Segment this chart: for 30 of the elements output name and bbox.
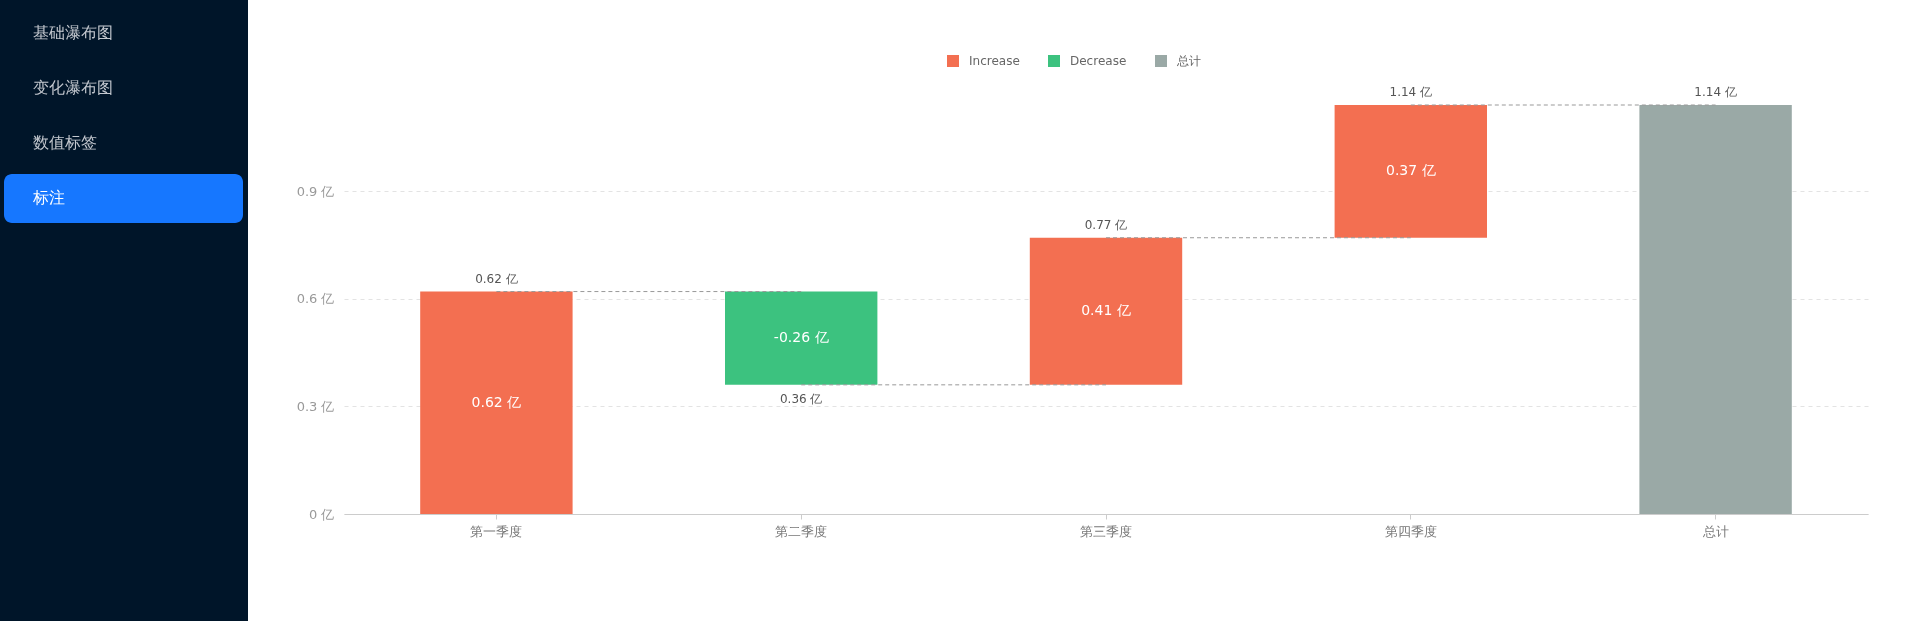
category-label: 标注 [32,188,65,207]
y-tick-label: 0.9 亿 [296,183,335,199]
data-label: 0.77 亿 [1084,217,1128,232]
x-tick-label: 第一季度 [470,523,523,539]
category-label: 数值标签 [33,133,97,152]
bar [420,291,573,514]
category-label: 变化瀑布图 [33,78,113,97]
data-label: 0.62 亿 [471,393,522,410]
bar [1029,237,1183,385]
bar [1639,105,1792,514]
y-tick-label: 0.3 亿 [296,398,335,414]
x-tick-label: 第二季度 [775,523,828,539]
x-tick-label: 总计 [1701,523,1729,539]
data-label: 0.36 亿 [779,391,823,406]
data-label: -0.26 亿 [773,329,829,346]
y-tick-label: 0 亿 [309,506,335,522]
category-label: 基础瀑布图 [33,23,113,42]
legend-label: Decrease [1070,54,1127,68]
bar [1334,105,1487,238]
legend-label: Increase [969,54,1020,68]
y-tick-label: 0.6 亿 [296,291,335,307]
bar [725,291,878,385]
data-label: 0.41 亿 [1081,302,1131,319]
legend-label: 总计 [1176,54,1201,68]
data-label: 0.62 亿 [475,271,518,286]
x-tick-label: 第三季度 [1080,523,1132,539]
data-label: 1.14 亿 [1389,85,1433,99]
data-label: 1.14 亿 [1694,85,1737,99]
data-label: 0.37 亿 [1385,162,1436,179]
x-tick-label: 第四季度 [1384,523,1437,539]
